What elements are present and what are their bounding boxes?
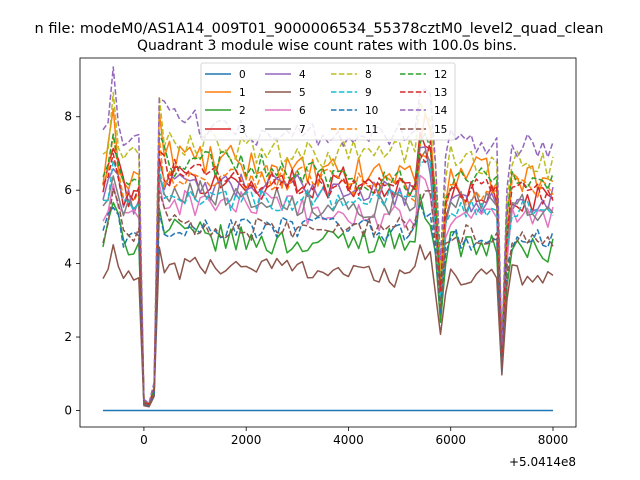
figure-suptitle: n file: modeM0/AS1A14_009T01_9000006534_… [35,21,604,37]
legend-label-3: 3 [239,124,246,136]
legend-label-4: 4 [299,69,306,81]
legend-label-11: 11 [365,124,378,136]
legend-label-14: 14 [434,105,448,117]
y-tick-label: 6 [64,183,72,197]
legend-label-6: 6 [299,105,306,117]
series-line-10 [102,202,554,407]
series-line-6 [102,174,554,407]
plot-frame [79,57,577,428]
x-tick-label: 8000 [538,433,569,447]
legend-label-8: 8 [365,69,372,81]
y-tick-label: 8 [64,110,72,124]
series-line-13 [102,140,554,405]
series-line-11 [102,134,554,406]
y-tick-label: 4 [64,257,72,271]
legend-label-0: 0 [239,69,246,81]
y-tick-label: 0 [64,403,72,417]
legend-label-12: 12 [434,69,447,81]
series-line-14 [102,66,554,404]
x-tick-label: 6000 [435,433,466,447]
legend-label-9: 9 [365,87,372,99]
series-line-15 [102,187,554,407]
x-tick-label: 0 [140,433,148,447]
legend-frame [200,62,456,141]
x-tick-label: 4000 [333,433,364,447]
x-tick-label: 2000 [231,433,262,447]
y-tick-label: 2 [64,330,72,344]
legend-label-2: 2 [239,105,246,117]
series-line-5 [102,244,554,408]
legend-label-13: 13 [434,87,447,99]
series-line-1 [102,108,554,405]
legend-label-10: 10 [365,105,378,117]
y-axis: 0 2 4 6 8 [64,110,80,417]
x-axis: 0 2000 4000 6000 8000 [140,427,568,447]
x-axis-offset-label: +5.0414e8 [509,455,576,469]
series-line-9 [102,159,554,406]
legend-label-15: 15 [434,124,447,136]
series-line-8 [102,91,554,405]
series-line-7 [102,150,554,406]
legend-label-7: 7 [299,124,306,136]
series-layer [102,66,554,412]
series-line-2 [102,193,554,407]
legend-label-1: 1 [239,87,246,99]
chart-title: Quadrant 3 module wise count rates with … [137,38,517,54]
legend-label-5: 5 [299,87,306,99]
